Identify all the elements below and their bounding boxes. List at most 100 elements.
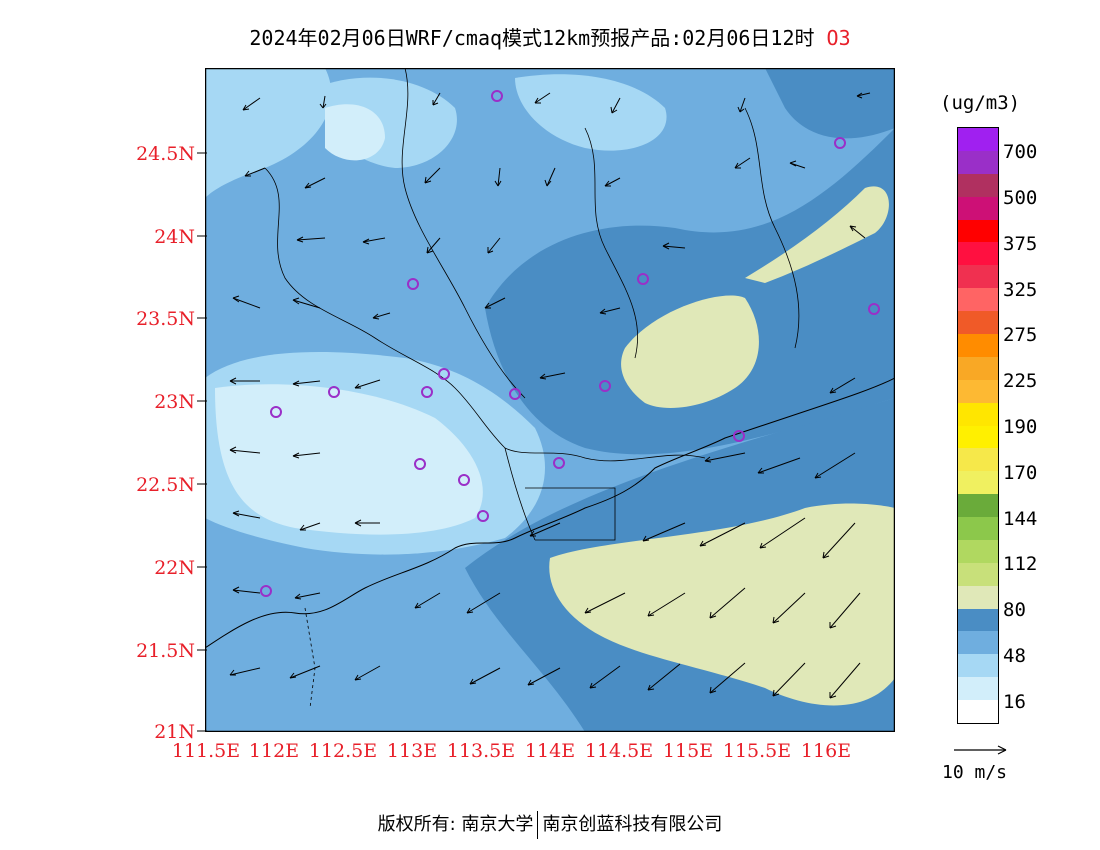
wind-arrow: [319, 95, 327, 109]
colorbar-level-label: 225: [1003, 370, 1038, 392]
station-marker: [553, 457, 565, 469]
x-tick-label: 111.5E: [171, 740, 241, 762]
colorbar-swatch: [958, 448, 998, 472]
x-tick-label: 113.5E: [446, 740, 516, 762]
y-tick-label: 24.5N: [136, 143, 195, 165]
wind-arrow: [232, 295, 261, 309]
monitoring-stations: [260, 90, 880, 597]
station-marker: [458, 474, 470, 486]
wind-arrow: [829, 592, 861, 629]
map-canvas: [205, 68, 895, 732]
wind-arrow: [539, 372, 566, 380]
y-tick-label: 21N: [154, 721, 195, 743]
wind-arrow: [229, 446, 261, 454]
y-tick-label: 24N: [154, 226, 195, 248]
concentration-80-112-ne: [745, 186, 889, 283]
x-tick-label: 115.5E: [722, 740, 792, 762]
wind-arrow: [772, 662, 806, 697]
wind-arrow: [494, 167, 502, 187]
colorbar-level-label: 80: [1003, 599, 1026, 621]
wind-arrow: [610, 97, 621, 114]
wind-arrow: [294, 592, 321, 600]
admin-boundary-box: [525, 487, 616, 541]
admin-boundary-3: [584, 127, 639, 359]
concentration-80-112-sea: [549, 503, 895, 706]
colorbar-level-label: 112: [1003, 553, 1038, 575]
copyright-right: 南京创蓝科技有限公司: [542, 814, 723, 835]
colorbar-swatch: [958, 150, 998, 176]
colorbar-swatch: [958, 219, 998, 243]
y-tick-label: 22N: [154, 557, 195, 579]
wind-arrow: [292, 297, 321, 309]
colorbar-swatch: [958, 631, 998, 655]
wind-arrow: [484, 297, 506, 309]
colorbar-swatch: [958, 333, 998, 359]
wind-arrow: [734, 157, 751, 169]
colorbar-level-label: 190: [1003, 416, 1038, 438]
concentration-16-48-region-north2: [515, 74, 667, 151]
station-marker: [421, 386, 433, 398]
wind-arrow: [372, 312, 391, 320]
title-main: 2024年02月06日WRF/cmaq模式12km预报产品:02月06日12时: [249, 26, 815, 50]
wind-arrow: [647, 663, 681, 691]
colorbar-swatch: [958, 562, 998, 588]
station-marker: [491, 90, 503, 102]
wind-arrow: [466, 592, 501, 614]
wind-arrow: [362, 237, 386, 245]
wind-arrow: [709, 587, 746, 619]
colorbar-swatch: [958, 356, 998, 381]
colorbar-swatch: [958, 700, 998, 724]
wind-arrow: [544, 167, 556, 187]
station-marker: [637, 273, 649, 285]
wind-arrow: [354, 519, 380, 527]
wind-arrow: [354, 379, 381, 389]
wind-arrow: [647, 592, 686, 617]
colorbar-swatch: [958, 402, 998, 426]
wind-arrow: [424, 167, 441, 184]
x-tick-label: 112.5E: [308, 740, 378, 762]
wind-arrow: [242, 97, 261, 111]
colorbar-swatch: [958, 173, 998, 198]
concentration-16-48-region-nw: [205, 68, 332, 198]
coastline: [205, 377, 895, 649]
wind-arrow: [229, 377, 260, 385]
colorbar-level-label: 500: [1003, 187, 1038, 209]
map-title: 2024年02月06日WRF/cmaq模式12km预报产品:02月06日12时 …: [0, 22, 1100, 51]
wind-arrow: [354, 665, 381, 681]
reference-vector-label: 10 m/s: [942, 762, 1008, 783]
colorbar-level-label: 16: [1003, 691, 1026, 713]
y-ticks: [197, 152, 207, 732]
station-marker: [407, 278, 419, 290]
concentration-80-112-inland: [621, 295, 759, 408]
concentration-0-16-region-north: [325, 104, 385, 161]
wind-arrow: [426, 237, 441, 254]
station-marker: [270, 406, 282, 418]
wind-arrow: [662, 242, 686, 250]
wind-arrow: [432, 92, 441, 106]
station-marker: [438, 368, 450, 380]
x-tick-label: 114E: [524, 740, 576, 762]
station-marker: [260, 585, 272, 597]
colorbar-swatch: [958, 265, 998, 289]
y-tick-label: 22.5N: [136, 474, 195, 496]
admin-boundary-2: [401, 68, 526, 399]
colorbar-level-label: 325: [1003, 279, 1038, 301]
colorbar-swatch: [958, 242, 998, 267]
concentration-0-16-region-west: [215, 384, 483, 535]
colorbar-swatch: [958, 494, 998, 518]
wind-arrow: [304, 177, 326, 189]
colorbar-swatch: [958, 677, 998, 701]
colorbar-level-label: 275: [1003, 324, 1038, 346]
map-frame: [205, 68, 895, 732]
station-marker: [733, 430, 745, 442]
wind-arrow: [289, 665, 321, 679]
colorbar-swatch: [958, 471, 998, 496]
concentration-80-band-inland: [485, 128, 895, 455]
wind-arrow: [849, 225, 866, 239]
wind-arrow: [856, 92, 871, 99]
copyright-footer: 版权所有: 南京大学 南京创蓝科技有限公司: [0, 810, 1100, 839]
wind-arrow: [487, 237, 501, 254]
wind-arrow: [737, 97, 746, 113]
forecast-map: [205, 68, 895, 732]
colorbar-level-label: 144: [1003, 508, 1038, 530]
